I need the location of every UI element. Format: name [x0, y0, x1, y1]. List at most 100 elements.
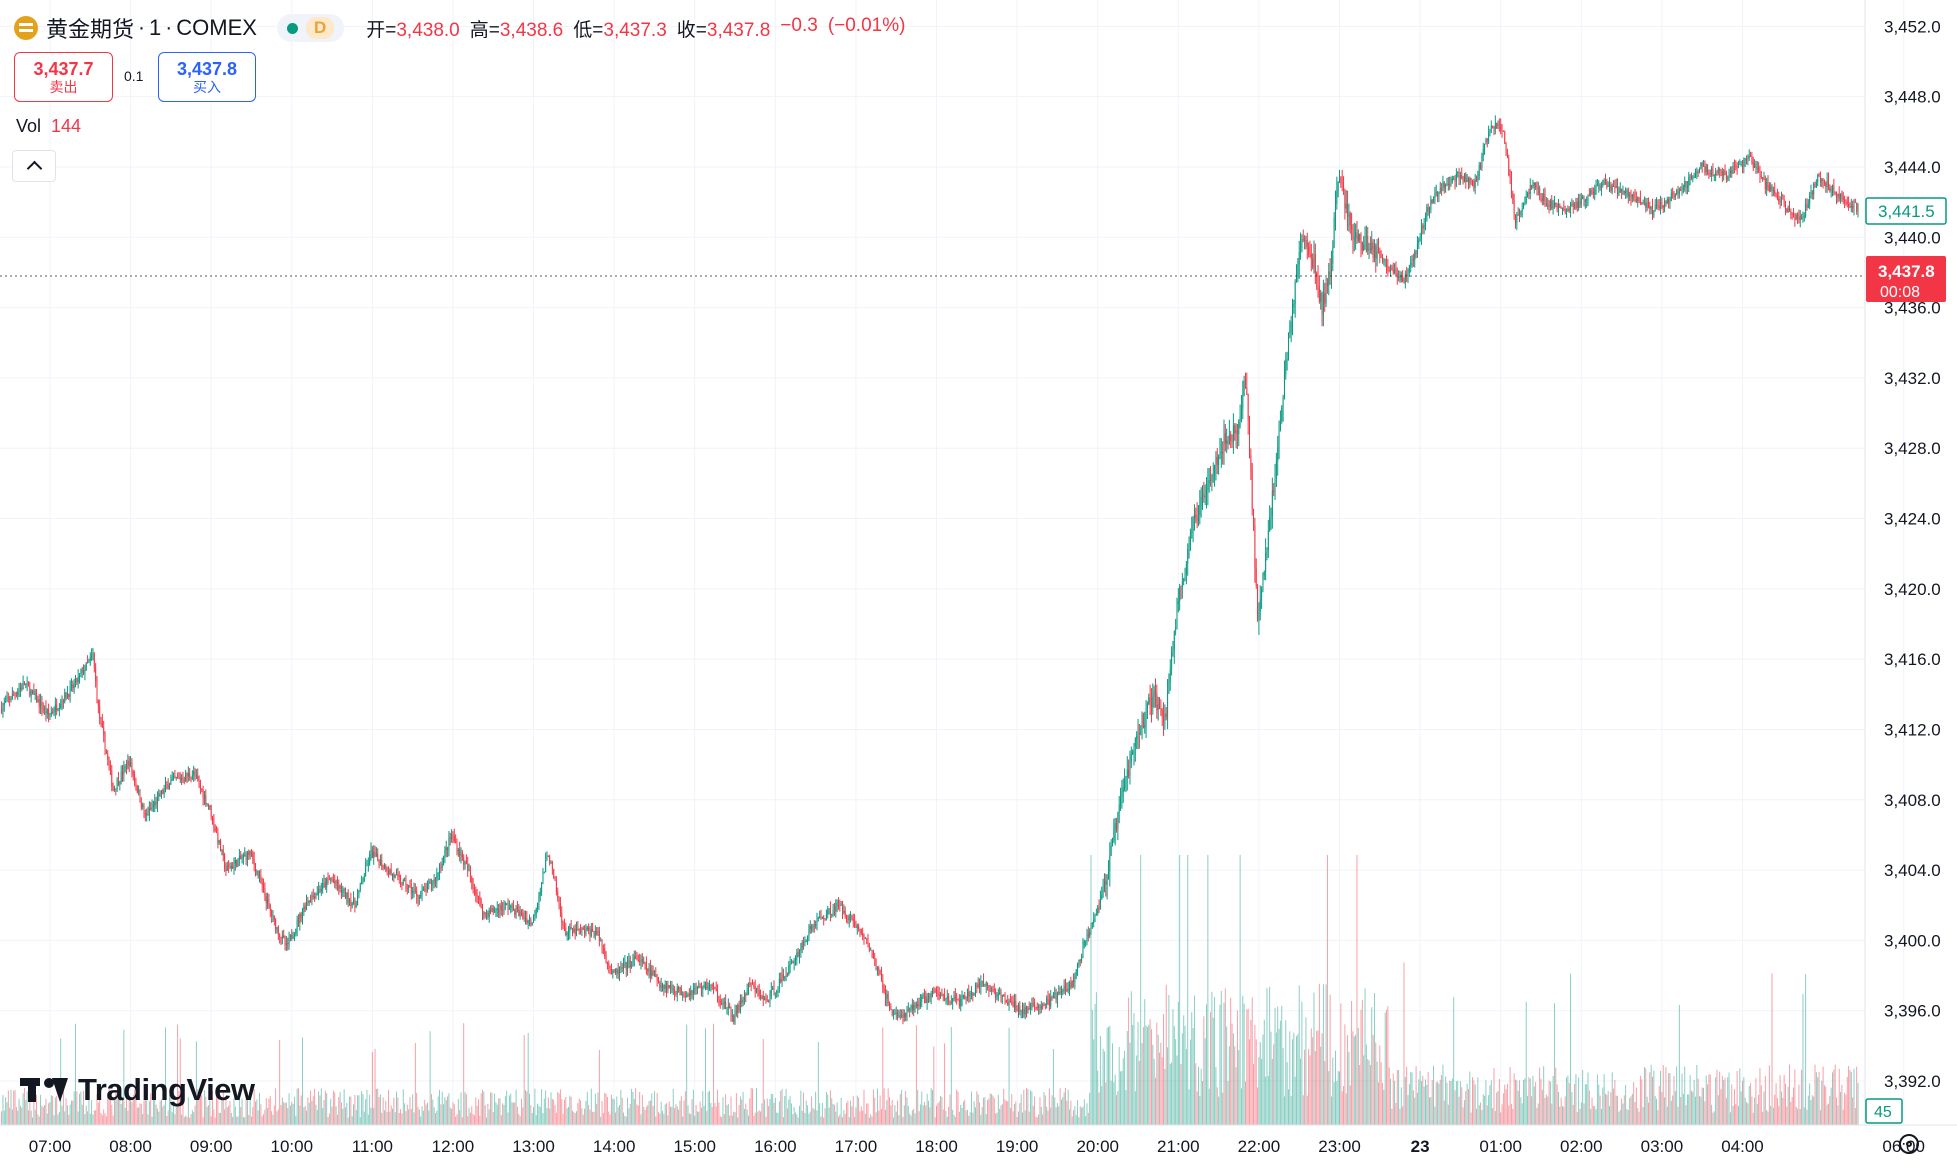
candle-body [1275, 461, 1277, 478]
volume-bar [954, 1116, 956, 1125]
volume-bar [260, 1104, 262, 1125]
candle-body [687, 993, 689, 995]
volume-bar [304, 1106, 306, 1125]
volume-bar [378, 1096, 380, 1125]
time-tick-label: 16:00 [754, 1137, 797, 1156]
candle-body [652, 970, 654, 975]
volume-bar [472, 1114, 474, 1125]
volume-bar [1089, 1092, 1091, 1125]
candle-body [1255, 567, 1257, 586]
candle-body [365, 865, 367, 877]
volume-bar [422, 1110, 424, 1125]
candle-body [910, 1009, 912, 1011]
candle-body [1114, 823, 1116, 831]
volume-bar [1615, 1095, 1617, 1125]
candle-body [175, 777, 177, 779]
volume-bar [960, 1104, 962, 1125]
volume-bar [688, 1113, 690, 1125]
volume-bar [1138, 1060, 1140, 1125]
sell-price: 3,437.7 [33, 59, 94, 79]
candle-body [954, 995, 956, 1000]
candle-body [637, 959, 639, 961]
candle-body [1802, 216, 1804, 219]
volume-bar [100, 1112, 102, 1125]
volume-bar [1724, 1077, 1726, 1125]
candle-body [1478, 164, 1480, 177]
candle-body [699, 986, 701, 988]
price-tick-label: 3,420.0 [1884, 580, 1941, 599]
volume-bar [850, 1100, 852, 1125]
candle-body [1165, 713, 1167, 717]
candle-body [9, 698, 11, 701]
volume-bar [49, 1102, 51, 1125]
candle-body [1743, 159, 1745, 167]
volume-legend[interactable]: Vol 144 [16, 116, 81, 137]
candle-body [465, 861, 467, 865]
volume-bar [1236, 1010, 1238, 1125]
chevron-up-icon[interactable] [12, 150, 56, 182]
candle-body [1755, 164, 1757, 168]
volume-bar [574, 1113, 576, 1125]
volume-bar [1203, 1016, 1205, 1125]
candle-body [1637, 197, 1639, 202]
volume-bar [1647, 1102, 1649, 1125]
volume-bar [80, 1091, 82, 1125]
volume-bar [621, 1097, 623, 1125]
candle-body [171, 778, 173, 781]
volume-bar [1281, 1005, 1283, 1125]
market-status[interactable]: D [276, 14, 345, 42]
volume-bar [429, 1031, 431, 1125]
candle-body [209, 805, 211, 807]
candle-body [1549, 200, 1551, 208]
candle-body [580, 929, 582, 931]
candle-body [1055, 992, 1057, 1000]
volume-bar [1833, 1069, 1835, 1125]
interval-label[interactable]: 1 [149, 15, 162, 40]
candle-body [1508, 158, 1510, 175]
buy-button[interactable]: 3,437.8 买入 [158, 52, 256, 102]
volume-bar [922, 1105, 924, 1125]
volume-bar [1181, 1033, 1183, 1125]
volume-bar [1653, 1070, 1655, 1125]
sell-button[interactable]: 3,437.7 卖出 [14, 52, 113, 102]
candle-body [1416, 243, 1418, 255]
candle-body [976, 985, 978, 987]
gear-icon[interactable] [1899, 1134, 1919, 1154]
candle-body [1031, 1003, 1033, 1008]
volume-bar [1023, 1089, 1025, 1125]
volume-bar [580, 1100, 582, 1125]
tradingview-watermark[interactable]: TradingView [20, 1072, 255, 1108]
candle-body [660, 985, 662, 988]
candle-body [48, 709, 50, 715]
volume-bar [597, 1092, 599, 1125]
volume-bar [721, 1116, 723, 1125]
candle-body [1551, 200, 1553, 209]
candle-body [1746, 158, 1747, 159]
volume-bar [586, 1092, 588, 1125]
volume-bar [789, 1096, 791, 1125]
volume-bar [1325, 984, 1327, 1125]
volume-bar [1529, 1078, 1531, 1125]
candle-body [392, 873, 393, 875]
candle-body [1760, 175, 1762, 178]
volume-bar [339, 1092, 341, 1125]
candle-body [876, 967, 878, 970]
candle-body [298, 919, 299, 924]
candle-body [1306, 240, 1308, 247]
volume-bar [123, 1029, 125, 1125]
candle-body [1376, 250, 1378, 259]
exchange-label[interactable]: COMEX [176, 15, 257, 40]
symbol-title[interactable]: 黄金期货 [46, 17, 135, 42]
volume-bar [1747, 1103, 1749, 1125]
volume-bar [1567, 1075, 1569, 1125]
time-tick-label: 09:00 [190, 1137, 233, 1156]
volume-bar [769, 1098, 771, 1125]
candle-body [378, 859, 380, 866]
gold-bars-icon[interactable] [14, 16, 38, 40]
volume-bar [628, 1108, 630, 1125]
volume-bar [482, 1089, 483, 1125]
volume-bar [663, 1113, 665, 1125]
candle-body [1721, 171, 1723, 176]
price-tick-label: 3,432.0 [1884, 369, 1941, 388]
